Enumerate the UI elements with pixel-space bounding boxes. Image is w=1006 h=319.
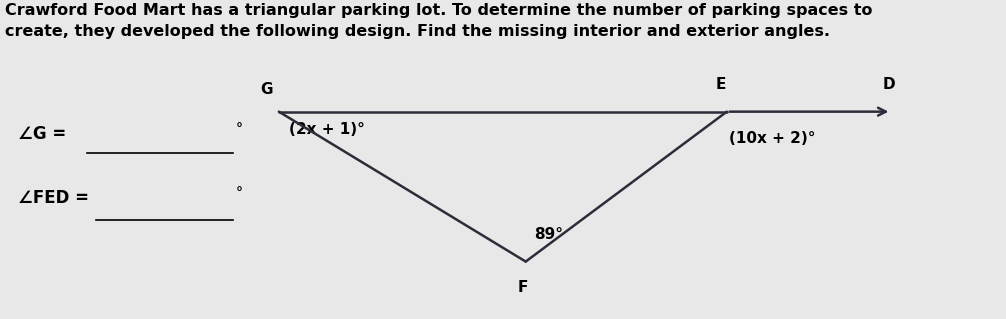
Text: F: F xyxy=(518,279,528,295)
Text: (2x + 1)°: (2x + 1)° xyxy=(289,122,365,137)
Text: D: D xyxy=(882,77,895,92)
Text: ∠FED =: ∠FED = xyxy=(18,189,95,207)
Text: °: ° xyxy=(235,186,242,200)
Text: G: G xyxy=(261,82,274,97)
Text: ∠G =: ∠G = xyxy=(18,125,72,143)
Text: E: E xyxy=(715,77,725,92)
Text: °: ° xyxy=(235,122,242,136)
Text: 89°: 89° xyxy=(534,227,563,242)
Text: Crawford Food Mart has a triangular parking lot. To determine the number of park: Crawford Food Mart has a triangular park… xyxy=(5,3,872,39)
Text: (10x + 2)°: (10x + 2)° xyxy=(728,131,815,146)
